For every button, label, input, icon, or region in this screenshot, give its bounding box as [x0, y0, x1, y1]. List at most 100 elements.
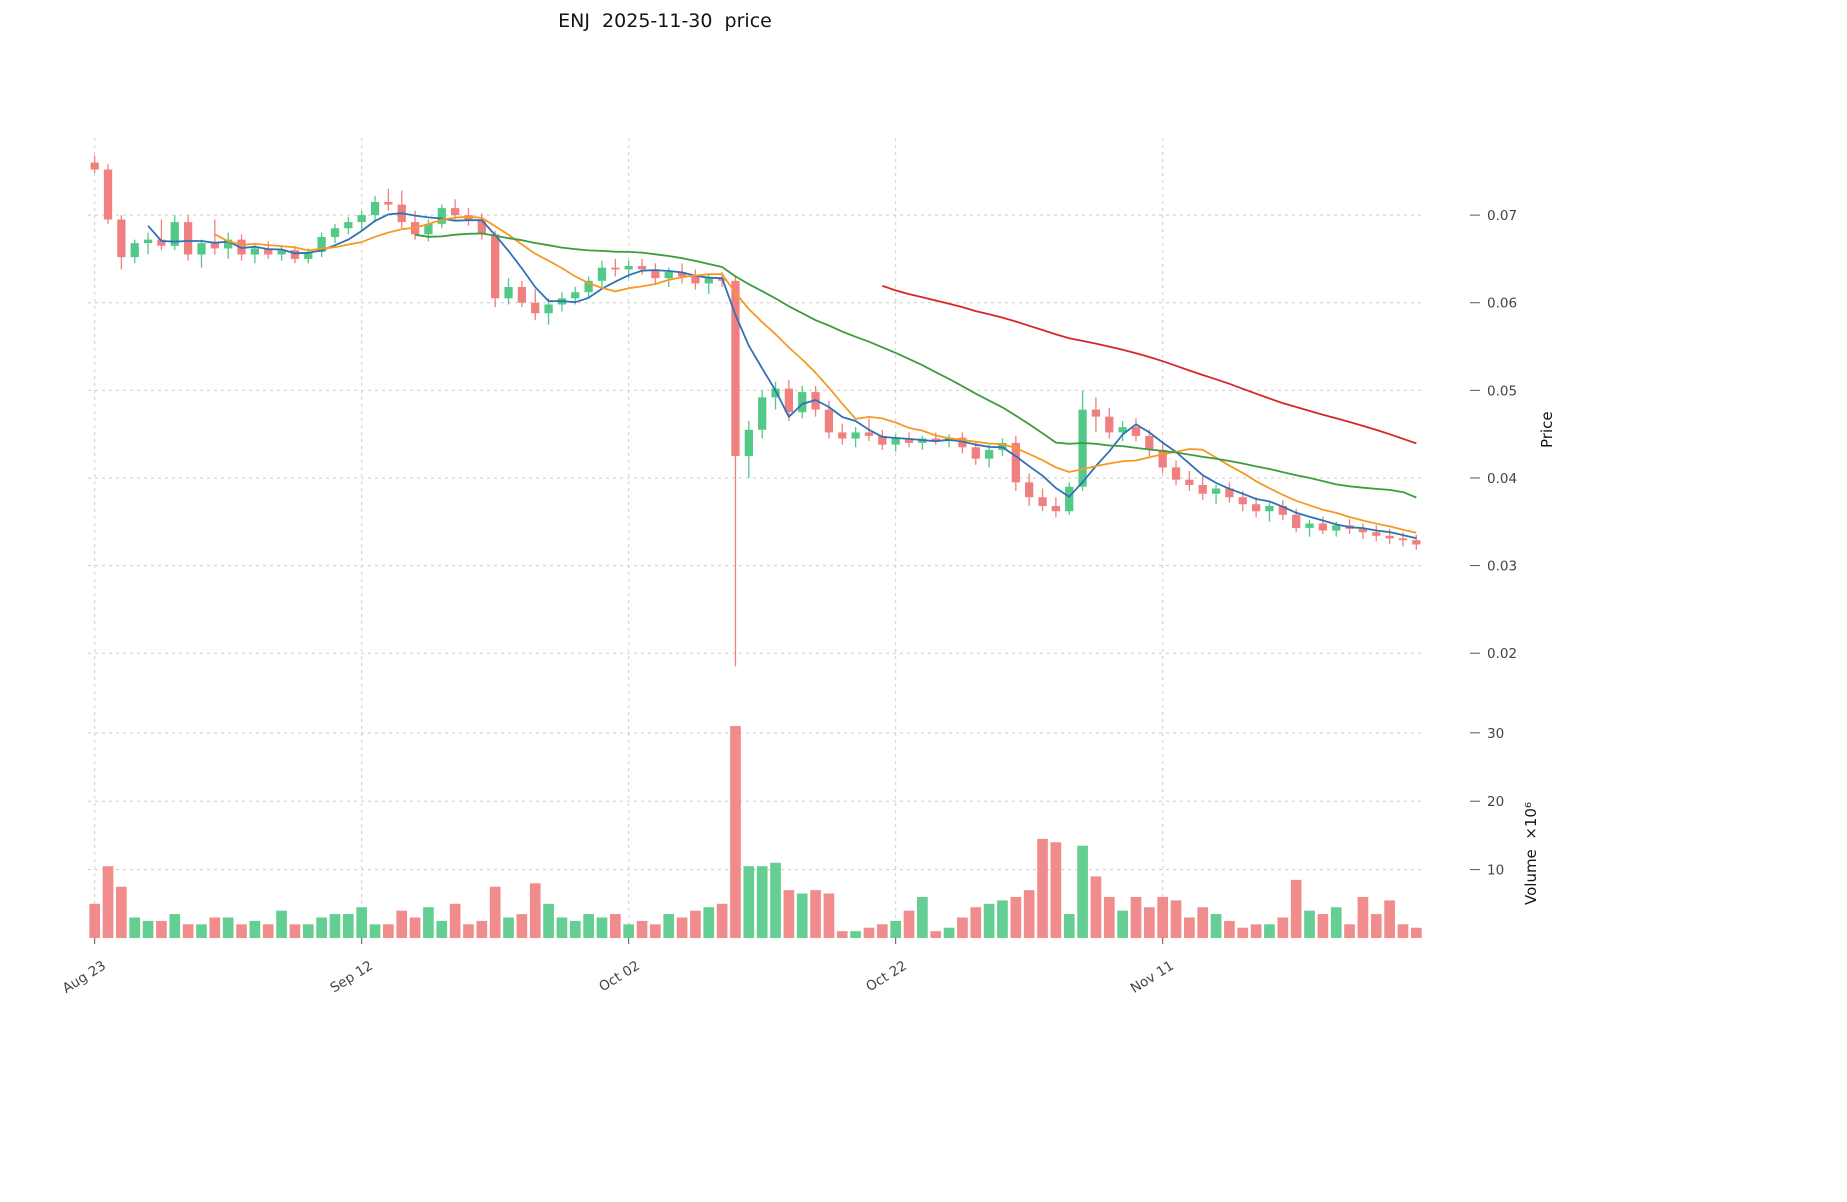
volume-bar — [1330, 907, 1342, 938]
candle-body — [864, 432, 874, 436]
candle-body — [157, 239, 166, 246]
volume-tick-label: 20 — [1487, 794, 1504, 810]
candle-body — [1278, 506, 1287, 515]
candle-body — [1145, 435, 1154, 450]
volume-bar — [249, 920, 261, 938]
volume-bar — [302, 924, 314, 938]
candle-body — [491, 234, 500, 299]
candle-body — [1158, 449, 1167, 468]
chart-title: ENJ 2025-11-30 price — [558, 10, 772, 32]
ma-line-ma25 — [414, 232, 1417, 499]
candle-body — [731, 280, 740, 457]
candle-body — [424, 223, 433, 235]
candle-body — [250, 248, 260, 255]
volume-bar — [329, 914, 341, 938]
candle-body — [1131, 427, 1141, 436]
volume-bar — [449, 903, 461, 938]
candle-body — [117, 219, 126, 258]
volume-bar — [997, 900, 1008, 938]
candle-body — [210, 243, 219, 249]
candle-body — [197, 243, 206, 255]
volume-bar — [1290, 879, 1302, 938]
volume-bar — [903, 910, 915, 938]
candle-body — [1238, 497, 1247, 505]
candle-body — [758, 397, 767, 430]
candle-body — [1171, 467, 1181, 480]
candle-body — [1318, 523, 1328, 531]
volume-bar — [262, 924, 274, 938]
candle-body — [931, 438, 940, 442]
volume-bar — [543, 903, 554, 938]
candle-body — [264, 248, 273, 255]
candle-body — [958, 437, 967, 448]
volume-bar — [236, 924, 247, 938]
volume-bar — [396, 910, 408, 938]
volume-bar — [1157, 896, 1169, 938]
candle-body — [1372, 532, 1381, 536]
price-tick-label: 0.06 — [1487, 296, 1517, 312]
candle-body — [1051, 506, 1061, 512]
volume-bar — [863, 927, 875, 938]
candle-body — [1412, 540, 1421, 545]
candle-body — [677, 272, 687, 277]
candle-body — [384, 201, 393, 205]
volume-bar — [529, 883, 541, 938]
volume-bar — [917, 896, 928, 938]
volume-bar — [596, 917, 608, 938]
volume-bar — [583, 914, 594, 938]
candle-body — [357, 215, 366, 223]
volume-bar — [983, 903, 995, 938]
volume-bar — [1197, 907, 1209, 938]
volume-bar — [129, 917, 141, 938]
candle-body — [143, 239, 153, 244]
candle-body — [183, 222, 193, 255]
candle-body — [304, 251, 313, 259]
candle-body — [1185, 479, 1194, 485]
candle-body — [103, 169, 113, 220]
candle-body — [170, 222, 179, 246]
candle-body — [664, 272, 673, 279]
candle-body — [1025, 482, 1034, 498]
volume-bar — [196, 924, 207, 938]
volume-bar — [316, 917, 327, 938]
candle-body — [824, 409, 834, 433]
volume-bar — [369, 924, 381, 938]
volume-bar — [276, 910, 287, 938]
candle-body — [290, 250, 300, 259]
volume-bar — [1103, 896, 1115, 938]
volume-bar — [730, 725, 741, 938]
candle-body — [597, 267, 607, 281]
volume-bar — [1224, 920, 1235, 938]
volume-bar — [556, 917, 568, 938]
candle-body — [370, 201, 380, 216]
volume-bar — [1010, 896, 1022, 938]
volume-bar — [102, 866, 114, 938]
candle-body — [90, 162, 99, 170]
volume-bar — [1143, 907, 1155, 938]
volume-bar — [1023, 890, 1035, 938]
candle-body — [517, 286, 527, 303]
volume-bar — [636, 920, 648, 938]
candle-body — [637, 265, 647, 270]
candle-body — [1305, 523, 1314, 528]
volume-bar — [943, 927, 955, 938]
candle-body — [571, 292, 580, 299]
volume-bar — [169, 914, 181, 938]
volume-bar — [783, 890, 795, 938]
candle-body — [1065, 486, 1074, 512]
price-tick-label: 0.02 — [1487, 646, 1517, 662]
volume-bar — [609, 914, 621, 938]
candle-body — [450, 208, 460, 216]
candle-body — [771, 388, 780, 398]
candle-body — [1265, 506, 1274, 512]
candle-body — [130, 243, 139, 258]
candle-body — [1211, 488, 1221, 494]
volume-bar — [289, 924, 301, 938]
candle-body — [1251, 504, 1261, 512]
price-axis-label: Price — [1538, 411, 1556, 448]
volume-bar — [810, 890, 821, 938]
volume-bar — [890, 920, 902, 938]
volume-bar — [1410, 927, 1422, 938]
volume-bar — [1277, 917, 1289, 938]
candle-body — [1292, 514, 1301, 528]
